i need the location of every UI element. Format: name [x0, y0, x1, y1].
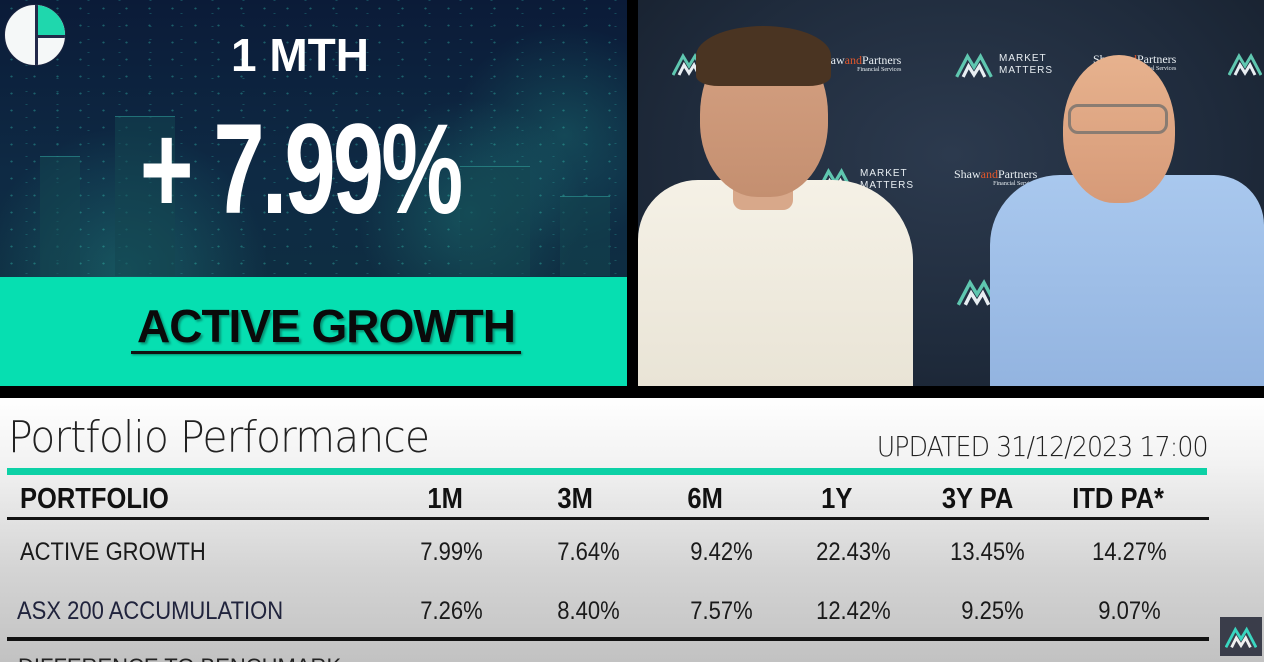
building-shape: [560, 196, 610, 276]
building-shape: [460, 166, 530, 276]
channel-watermark[interactable]: [1220, 617, 1262, 656]
row-label: ASX 200 ACCUMULATION: [17, 597, 284, 625]
portfolio-name: ACTIVE GROWTH: [137, 300, 516, 352]
return-value: + 7.99%: [139, 98, 463, 241]
column-header-1m: 1M: [427, 483, 463, 515]
column-header-portfolio: PORTFOLIO: [20, 483, 169, 515]
presenter-left: [638, 180, 913, 386]
performance-graphic: 1 MTH + 7.99% ACTIVE GROWTH: [0, 0, 627, 386]
building-shape: [40, 156, 80, 276]
cell-3m: 7.64%: [557, 538, 620, 566]
title-underline: [131, 351, 521, 354]
cell-1y: 12.42%: [816, 597, 891, 625]
market-matters-logo-icon: [956, 279, 998, 306]
footer-rule: [7, 637, 1209, 641]
period-label: 1 MTH: [231, 29, 369, 81]
partial-row-label: DIFFERENCE TO BENCHMARK: [18, 654, 341, 662]
column-header-3y-pa: 3Y PA: [941, 483, 1014, 515]
cell-1y: 22.43%: [816, 538, 891, 566]
cell-6m: 9.42%: [690, 538, 753, 566]
market-matters-logo-icon: [1225, 626, 1257, 648]
column-header-6m: 6M: [687, 483, 723, 515]
market-matters-logo-icon: [1228, 52, 1262, 76]
performance-table: Portfolio Performance UPDATED 31/12/2023…: [0, 398, 1264, 662]
column-header-itd-pa: ITD PA*: [1072, 483, 1164, 515]
pie-chart-icon: [4, 4, 66, 66]
horizontal-divider: [0, 386, 1264, 398]
cell-3y-pa: 13.45%: [950, 538, 1025, 566]
cell-3y-pa: 9.25%: [961, 597, 1024, 625]
column-header-3m: 3M: [557, 483, 593, 515]
cell-3m: 8.40%: [557, 597, 620, 625]
cell-1m: 7.26%: [420, 597, 483, 625]
market-matters-logo: [956, 278, 998, 306]
cell-itd-pa: 9.07%: [1098, 597, 1161, 625]
market-matters-logo-icon: [955, 53, 993, 78]
presenter-right: [990, 175, 1264, 386]
market-matters-logo: MARKET MATTERS: [955, 52, 1053, 78]
accent-rule: [7, 468, 1207, 475]
updated-timestamp: UPDATED 31/12/2023 17:00: [877, 430, 1209, 463]
market-matters-logo: [1228, 52, 1262, 76]
vertical-divider: [627, 0, 638, 386]
column-header-1y: 1Y: [821, 483, 853, 515]
video-feed[interactable]: ShawandPartners Financial Services MARKE…: [638, 0, 1264, 386]
shaw-partners-logo: ShawandPartners Financial Services: [954, 167, 1038, 187]
building-shape: [115, 116, 175, 276]
glasses: [1068, 104, 1168, 134]
presenter-right-head: [1063, 55, 1175, 203]
table-title: Portfolio Performance: [8, 412, 430, 463]
header-rule: [7, 517, 1209, 520]
cell-itd-pa: 14.27%: [1092, 538, 1167, 566]
cell-1m: 7.99%: [420, 538, 483, 566]
portfolio-banner: ACTIVE GROWTH: [0, 277, 627, 386]
row-label: ACTIVE GROWTH: [20, 538, 206, 566]
presenter-left-hair: [696, 26, 831, 86]
cell-6m: 7.57%: [690, 597, 753, 625]
